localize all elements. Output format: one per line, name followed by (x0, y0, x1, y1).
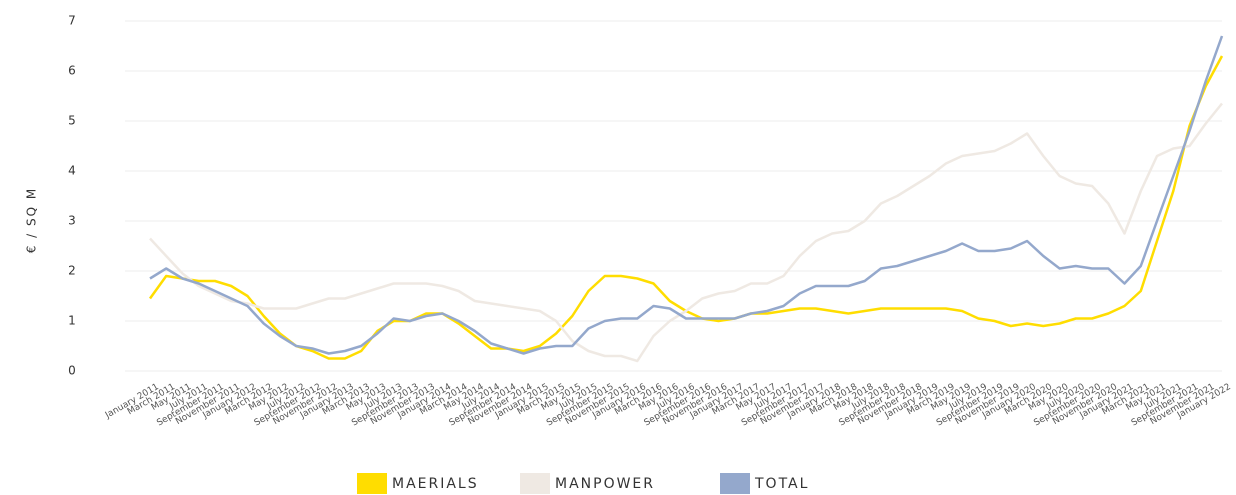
y-tick-label: 4 (68, 164, 76, 178)
y-tick-label: 5 (68, 114, 76, 128)
legend-label: TOTAL (754, 476, 809, 492)
legend-label: MAERIALS (392, 476, 479, 492)
legend-swatch (357, 473, 387, 494)
series-line (149, 35, 1224, 355)
y-tick-label: 2 (68, 264, 76, 278)
y-tick-label: 1 (68, 314, 76, 328)
y-tick-label: 0 (68, 364, 76, 378)
legend-swatch (520, 473, 550, 494)
y-axis-label: € / SQ M (25, 187, 39, 254)
legend-label: MANPOWER (555, 476, 655, 492)
y-tick-label: 3 (68, 214, 76, 228)
series-line (149, 102, 1223, 363)
series-line (148, 55, 1224, 360)
legend-swatch (720, 473, 750, 494)
y-tick-label: 6 (68, 64, 76, 78)
y-tick-label: 7 (68, 14, 76, 28)
